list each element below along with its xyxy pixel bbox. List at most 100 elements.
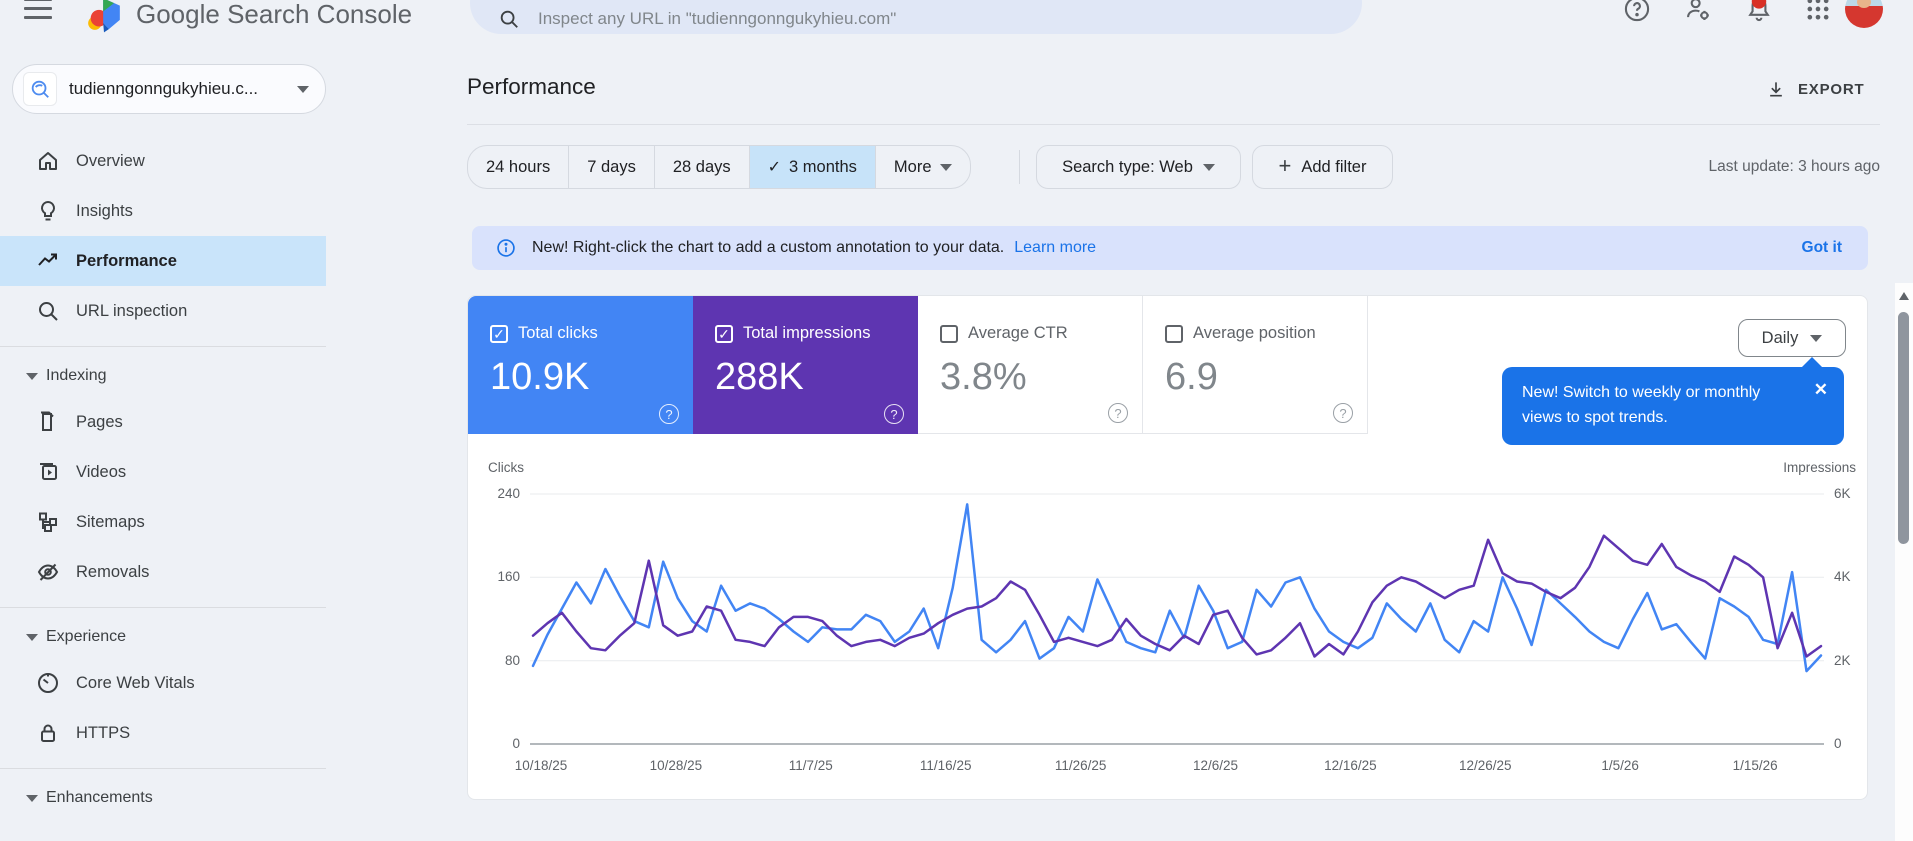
sidebar-item-insights[interactable]: Insights: [0, 186, 326, 236]
sidebar-item-label: Sitemaps: [76, 512, 145, 531]
checkbox-unchecked-icon[interactable]: [940, 324, 958, 343]
sidebar-section-indexing[interactable]: Indexing: [0, 355, 326, 397]
property-selector[interactable]: tudienngonngukyhieu.c...: [12, 64, 326, 114]
x-axis-tick: 10/18/25: [514, 758, 568, 773]
scroll-up-icon[interactable]: [1899, 292, 1909, 300]
more-ranges-chip[interactable]: More: [876, 146, 970, 188]
filters-divider: [1019, 150, 1020, 184]
sidebar-section-label: Experience: [46, 628, 127, 645]
x-axis-tick: 11/26/25: [1054, 758, 1107, 773]
apps-grid-icon[interactable]: [1804, 0, 1832, 24]
metric-label: Total clicks: [518, 324, 598, 342]
help-icon[interactable]: [1623, 0, 1651, 24]
x-axis-tick: 11/16/25: [919, 758, 972, 773]
performance-chart[interactable]: [530, 490, 1824, 752]
menu-icon[interactable]: [24, 0, 52, 20]
sidebar-item-videos[interactable]: Videos: [0, 447, 326, 497]
removals-icon: [36, 560, 60, 584]
x-axis-tick: 12/26/25: [1459, 758, 1512, 773]
metric-tile-average-ctr[interactable]: Average CTR 3.8%?: [918, 296, 1143, 434]
granularity-dropdown[interactable]: Daily: [1738, 319, 1846, 357]
metric-value: 10.9K: [490, 356, 590, 398]
sidebar-item-label: URL inspection: [76, 301, 188, 320]
checkbox-unchecked-icon[interactable]: [1165, 324, 1183, 343]
range-chip-3-months[interactable]: ✓ 3 months: [749, 146, 876, 188]
checkbox-checked-icon[interactable]: ✓: [490, 324, 508, 343]
notifications-icon[interactable]: [1745, 0, 1773, 24]
series-line-impressions: [531, 534, 1823, 658]
sidebar-section-label: Enhancements: [46, 789, 153, 806]
sidebar-item-label: Core Web Vitals: [76, 673, 195, 692]
download-icon: [1770, 82, 1782, 97]
speedometer-icon: [36, 671, 60, 695]
sidebar-item-label: Removals: [76, 562, 150, 581]
user-settings-icon[interactable]: [1684, 0, 1712, 24]
check-icon: ✓: [767, 159, 782, 176]
sidebar-item-pages[interactable]: Pages: [0, 397, 326, 447]
sidebar-section-enhancements[interactable]: Enhancements: [0, 777, 326, 819]
range-chip-28-days[interactable]: 28 days: [655, 146, 750, 188]
sidebar-item-sitemaps[interactable]: Sitemaps: [0, 497, 326, 547]
x-axis-tick: 11/7/25: [788, 758, 833, 773]
account-avatar[interactable]: [1845, 0, 1883, 28]
sidebar-item-https[interactable]: HTTPS: [0, 708, 326, 758]
sidebar-item-overview[interactable]: Overview: [0, 136, 326, 186]
question-icon[interactable]: ?: [1108, 403, 1128, 423]
sidebar-item-performance[interactable]: Performance: [0, 236, 326, 286]
home-icon: [36, 149, 60, 173]
range-chip-24-hours[interactable]: 24 hours: [468, 146, 570, 188]
sidebar-item-label: Pages: [76, 412, 123, 431]
caret-down-icon: [26, 372, 38, 380]
metric-tile-average-position[interactable]: Average position 6.9?: [1143, 296, 1368, 434]
date-range-chip-group: 24 hours 7 days 28 days ✓ 3 months More: [467, 145, 971, 189]
metric-label: Total impressions: [743, 324, 871, 342]
header-divider: [467, 124, 1880, 125]
sidebar-divider: [0, 768, 326, 769]
lock-icon: [36, 721, 60, 745]
sidebar-item-url-inspection[interactable]: URL inspection: [0, 286, 326, 336]
sidebar-divider: [0, 607, 326, 608]
sidebar-section-experience[interactable]: Experience: [0, 616, 326, 658]
sitemaps-icon: [36, 510, 60, 534]
got-it-button[interactable]: Got it: [1801, 239, 1842, 256]
export-button[interactable]: EXPORT: [1766, 72, 1864, 106]
url-inspect-searchbar[interactable]: [470, 0, 1362, 34]
sidebar-item-label: Insights: [76, 201, 133, 220]
question-icon[interactable]: ?: [884, 404, 904, 424]
sidebar-section-label: Indexing: [46, 367, 107, 384]
question-icon[interactable]: ?: [1333, 403, 1353, 423]
metric-label: Average position: [1193, 324, 1316, 342]
learn-more-link[interactable]: Learn more: [1014, 239, 1097, 256]
sidebar-item-core-web-vitals[interactable]: Core Web Vitals: [0, 658, 326, 708]
x-axis-tick: 1/15/26: [1732, 758, 1778, 773]
metric-label: Average CTR: [968, 324, 1068, 342]
plus-icon: +: [1278, 153, 1292, 178]
search-type-button[interactable]: Search type: Web: [1036, 145, 1241, 189]
property-icon: [23, 72, 57, 106]
x-axis-tick: 12/16/25: [1324, 758, 1377, 773]
right-axis-tick: 6K: [1834, 486, 1851, 501]
range-chip-7-days[interactable]: 7 days: [569, 146, 655, 188]
chevron-down-icon: [939, 163, 952, 171]
banner-message: New! Right-click the chart to add a cust…: [532, 239, 1005, 256]
close-icon[interactable]: ✕: [1813, 380, 1828, 399]
right-axis-tick: 0: [1834, 736, 1842, 751]
add-filter-button[interactable]: + Add filter: [1252, 145, 1393, 189]
metric-tile-total-impressions[interactable]: ✓ Total impressions 288K?: [693, 296, 918, 434]
left-axis-title: Clicks: [488, 460, 524, 475]
range-chip-label: 28 days: [672, 157, 731, 176]
metric-tile-total-clicks[interactable]: ✓ Total clicks 10.9K?: [468, 296, 693, 434]
right-axis-title: Impressions: [1783, 460, 1856, 475]
sidebar-item-removals[interactable]: Removals: [0, 547, 326, 597]
pages-icon: [36, 410, 60, 434]
gsc-logo-icon: [88, 0, 120, 33]
sidebar-item-label: Performance: [76, 251, 177, 270]
scrollbar-thumb[interactable]: [1898, 312, 1909, 544]
url-inspect-input[interactable]: [536, 8, 1296, 30]
sidebar-nav: Overview Insights Performance URL inspectio…: [0, 136, 326, 819]
search-icon: [500, 10, 518, 28]
lightbulb-icon: [36, 199, 60, 223]
question-icon[interactable]: ?: [659, 404, 679, 424]
checkbox-checked-icon[interactable]: ✓: [715, 324, 733, 343]
x-axis-tick: 1/5/26: [1601, 758, 1639, 773]
